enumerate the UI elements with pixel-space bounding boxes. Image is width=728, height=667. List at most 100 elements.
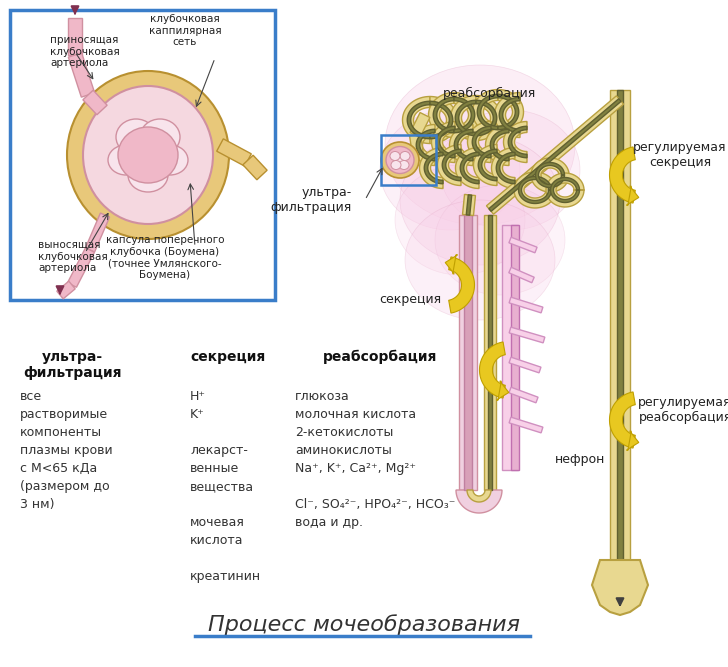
Polygon shape <box>472 89 498 135</box>
Text: регулируемая
секреция: регулируемая секреция <box>633 141 727 169</box>
Polygon shape <box>454 97 475 133</box>
Polygon shape <box>496 152 515 183</box>
Polygon shape <box>499 97 520 133</box>
Polygon shape <box>459 215 477 490</box>
Polygon shape <box>508 126 527 158</box>
Polygon shape <box>472 126 491 158</box>
Text: выносящая
клубочковая
артериола: выносящая клубочковая артериола <box>38 240 108 273</box>
Ellipse shape <box>400 135 560 265</box>
Text: реабсорбация: реабсорбация <box>443 87 537 100</box>
Polygon shape <box>467 121 491 163</box>
Polygon shape <box>617 90 623 560</box>
Ellipse shape <box>140 119 180 155</box>
FancyArrow shape <box>626 186 638 205</box>
Polygon shape <box>550 177 579 203</box>
Polygon shape <box>407 101 430 139</box>
Ellipse shape <box>142 138 170 162</box>
Polygon shape <box>462 195 475 215</box>
Ellipse shape <box>108 145 144 175</box>
Ellipse shape <box>395 155 405 165</box>
Polygon shape <box>490 129 509 161</box>
Ellipse shape <box>118 127 178 183</box>
Polygon shape <box>467 490 491 502</box>
Ellipse shape <box>116 119 156 155</box>
Polygon shape <box>509 267 534 283</box>
Ellipse shape <box>405 200 555 320</box>
Polygon shape <box>546 173 584 207</box>
Polygon shape <box>489 99 621 211</box>
Polygon shape <box>460 152 479 183</box>
Polygon shape <box>455 100 476 136</box>
Ellipse shape <box>435 185 565 295</box>
Text: нефрон: нефрон <box>555 454 606 466</box>
Polygon shape <box>466 195 472 215</box>
Ellipse shape <box>440 110 580 230</box>
Polygon shape <box>442 149 461 181</box>
Polygon shape <box>509 237 537 253</box>
Polygon shape <box>68 247 95 287</box>
Polygon shape <box>502 225 518 470</box>
Ellipse shape <box>152 145 188 175</box>
Polygon shape <box>419 147 443 189</box>
Text: глюкоза
молочная кислота
2-кетокислоты
аминокислоты
Na⁺, K⁺, Ca²⁺, Mg²⁺

Cl⁻, SO: глюкоза молочная кислота 2-кетокислоты а… <box>295 390 456 529</box>
Polygon shape <box>491 147 515 189</box>
Polygon shape <box>454 93 480 137</box>
Text: реабсорбация: реабсорбация <box>323 350 438 364</box>
FancyArrow shape <box>626 431 638 450</box>
Polygon shape <box>429 93 454 137</box>
Polygon shape <box>536 163 564 187</box>
Text: H⁺
K⁺

лекарст-
венные
вещества

мочевая
кислота

креатинин: H⁺ K⁺ лекарст- венные вещества мочевая к… <box>190 390 261 583</box>
Polygon shape <box>486 96 624 214</box>
Bar <box>10 10 275 300</box>
Ellipse shape <box>67 71 229 239</box>
Polygon shape <box>486 125 509 165</box>
Polygon shape <box>509 387 538 403</box>
Ellipse shape <box>126 138 154 162</box>
Polygon shape <box>509 417 543 433</box>
Polygon shape <box>509 327 545 343</box>
Polygon shape <box>432 121 455 163</box>
Polygon shape <box>57 281 75 299</box>
Polygon shape <box>456 490 502 513</box>
Text: капсула поперечного
клубочка (Боумена)
(точнее Умлянского-
Боумена): капсула поперечного клубочка (Боумена) (… <box>106 235 224 279</box>
Text: секреция: секреция <box>379 293 441 307</box>
Polygon shape <box>83 90 107 115</box>
Polygon shape <box>424 152 443 183</box>
Ellipse shape <box>381 142 419 178</box>
Ellipse shape <box>395 165 525 275</box>
Polygon shape <box>464 215 472 490</box>
Polygon shape <box>438 145 461 185</box>
Polygon shape <box>448 257 475 313</box>
Text: приносящая
клубочковая
артериола: приносящая клубочковая артериола <box>50 35 119 68</box>
Ellipse shape <box>385 65 575 225</box>
Polygon shape <box>476 95 502 141</box>
Polygon shape <box>498 89 523 135</box>
Polygon shape <box>478 94 498 130</box>
Ellipse shape <box>390 151 400 161</box>
Polygon shape <box>484 215 496 490</box>
FancyArrow shape <box>446 255 458 274</box>
Polygon shape <box>456 147 479 189</box>
Polygon shape <box>592 560 648 615</box>
Text: все
растворимые
компоненты
плазмы крови
с М<65 кДа
(размером до
3 нм): все растворимые компоненты плазмы крови … <box>20 390 113 511</box>
Polygon shape <box>531 158 569 192</box>
Polygon shape <box>488 215 492 490</box>
Polygon shape <box>68 53 95 97</box>
Ellipse shape <box>380 110 520 230</box>
Polygon shape <box>85 213 110 252</box>
Polygon shape <box>433 97 454 133</box>
Polygon shape <box>410 113 430 137</box>
Polygon shape <box>498 94 519 130</box>
FancyArrow shape <box>496 381 509 400</box>
Polygon shape <box>449 125 473 165</box>
Polygon shape <box>411 125 435 165</box>
Polygon shape <box>403 97 430 143</box>
Polygon shape <box>514 172 556 208</box>
Text: Процесс мочеобразования: Процесс мочеобразования <box>208 614 520 636</box>
Polygon shape <box>609 392 636 448</box>
Polygon shape <box>509 357 541 373</box>
Polygon shape <box>436 126 455 158</box>
Polygon shape <box>454 129 473 161</box>
Ellipse shape <box>391 161 401 169</box>
Ellipse shape <box>400 151 410 161</box>
